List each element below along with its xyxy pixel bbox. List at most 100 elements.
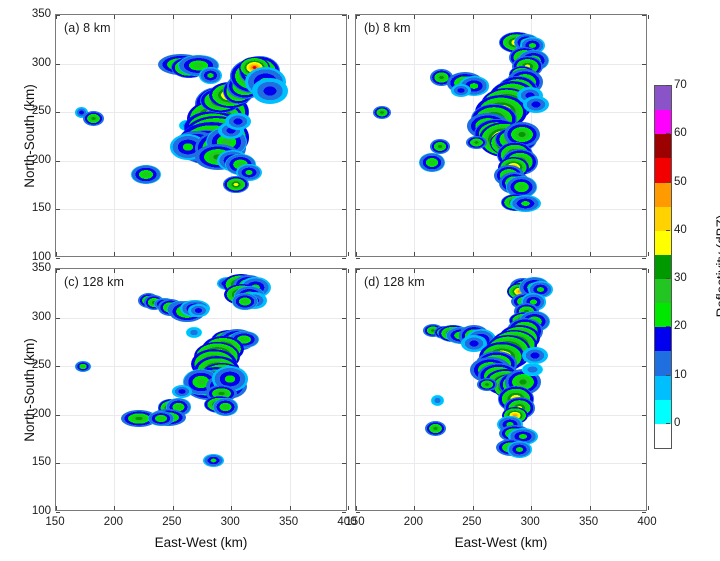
colorbar-tick xyxy=(666,181,670,183)
x-tick xyxy=(648,506,649,510)
reflectivity-cell xyxy=(75,360,91,372)
y-tick-label: 300 xyxy=(31,56,51,69)
y-tick-label: 150 xyxy=(31,456,51,469)
y-tick xyxy=(56,317,60,319)
x-tick xyxy=(472,252,474,256)
y-tick xyxy=(642,366,646,368)
x-tick xyxy=(472,15,474,19)
x-tick xyxy=(648,269,649,273)
y-tick-label: 150 xyxy=(31,202,51,215)
x-tick xyxy=(231,506,233,510)
y-tick xyxy=(642,15,646,16)
y-tick-label: 300 xyxy=(31,310,51,323)
x-tick xyxy=(589,15,591,19)
x-tick xyxy=(172,506,174,510)
colorbar xyxy=(654,85,672,449)
x-tick xyxy=(472,506,474,510)
y-tick xyxy=(642,414,646,416)
colorbar-tick-label: 50 xyxy=(674,175,687,188)
y-tick-label: 250 xyxy=(31,105,51,118)
x-tick xyxy=(231,269,233,273)
x-tick xyxy=(531,15,533,19)
y-tick xyxy=(56,258,60,259)
gridline-vertical xyxy=(414,269,416,510)
colorbar-band xyxy=(655,230,671,255)
reflectivity-cell xyxy=(198,66,222,84)
colorbar-tick xyxy=(666,422,670,424)
x-tick-label: 350 xyxy=(279,516,299,528)
y-tick xyxy=(356,463,360,465)
reflectivity-cell xyxy=(431,394,445,406)
reflectivity-cell xyxy=(212,398,239,416)
y-tick xyxy=(642,160,646,162)
reflectivity-cell xyxy=(171,385,193,398)
x-tick xyxy=(172,15,174,19)
y-tick xyxy=(342,63,346,65)
y-tick xyxy=(342,209,346,211)
x-tick-label: 400 xyxy=(337,516,357,528)
y-tick-label: 100 xyxy=(31,251,51,263)
colorbar-band xyxy=(655,206,671,231)
gridline-horizontal xyxy=(56,463,346,465)
y-tick xyxy=(342,512,346,513)
x-tick xyxy=(531,252,533,256)
x-tick-label: 200 xyxy=(403,516,423,528)
y-tick xyxy=(342,463,346,465)
x-tick-label: 250 xyxy=(462,516,482,528)
panel-d: (d) 128 km xyxy=(355,268,649,513)
colorbar-band xyxy=(655,303,671,328)
y-tick xyxy=(642,269,646,270)
y-tick-label: 200 xyxy=(31,407,51,420)
reflectivity-cell xyxy=(450,84,472,98)
y-tick xyxy=(356,209,360,211)
x-tick xyxy=(356,15,357,19)
y-tick xyxy=(642,258,646,259)
x-tick xyxy=(356,506,357,510)
x-tick xyxy=(114,506,116,510)
y-tick xyxy=(642,463,646,465)
y-tick xyxy=(56,160,60,162)
y-tick xyxy=(56,414,60,416)
x-tick-label: 150 xyxy=(45,516,65,528)
colorbar-tick xyxy=(666,229,670,231)
y-tick-label: 100 xyxy=(31,505,51,517)
x-tick xyxy=(356,269,357,273)
y-tick xyxy=(342,160,346,162)
colorbar-band xyxy=(655,86,671,111)
y-tick xyxy=(342,258,346,259)
panel-label-b: (b) 8 km xyxy=(364,21,411,35)
x-tick xyxy=(348,252,349,256)
colorbar-band xyxy=(655,158,671,183)
gridline-vertical xyxy=(172,15,174,256)
x-tick xyxy=(414,15,416,19)
colorbar-band xyxy=(655,110,671,135)
plot-area-a xyxy=(56,15,346,256)
y-tick xyxy=(342,269,346,270)
y-tick xyxy=(356,317,360,319)
y-axis-title: North-South (km) xyxy=(22,337,37,442)
x-tick xyxy=(648,15,649,19)
panel-b: (b) 8 km xyxy=(355,14,649,259)
y-tick xyxy=(56,63,60,65)
y-tick xyxy=(356,366,360,368)
y-tick xyxy=(356,512,360,513)
colorbar-tick-label: 30 xyxy=(674,272,687,285)
y-tick xyxy=(356,414,360,416)
x-tick xyxy=(414,506,416,510)
y-tick xyxy=(56,463,60,465)
y-tick xyxy=(356,269,360,270)
colorbar-tick-label: 40 xyxy=(674,223,687,236)
x-tick xyxy=(289,506,291,510)
reflectivity-cell xyxy=(509,195,541,213)
colorbar-band xyxy=(655,134,671,159)
x-tick xyxy=(589,269,591,273)
y-tick-label: 350 xyxy=(31,8,51,20)
gridline-horizontal xyxy=(356,63,646,65)
y-tick xyxy=(642,317,646,319)
x-tick xyxy=(356,252,357,256)
reflectivity-cell xyxy=(130,164,162,185)
x-tick xyxy=(114,269,116,273)
colorbar-tick xyxy=(666,85,670,86)
y-tick xyxy=(56,209,60,211)
panel-label-d: (d) 128 km xyxy=(364,275,425,289)
